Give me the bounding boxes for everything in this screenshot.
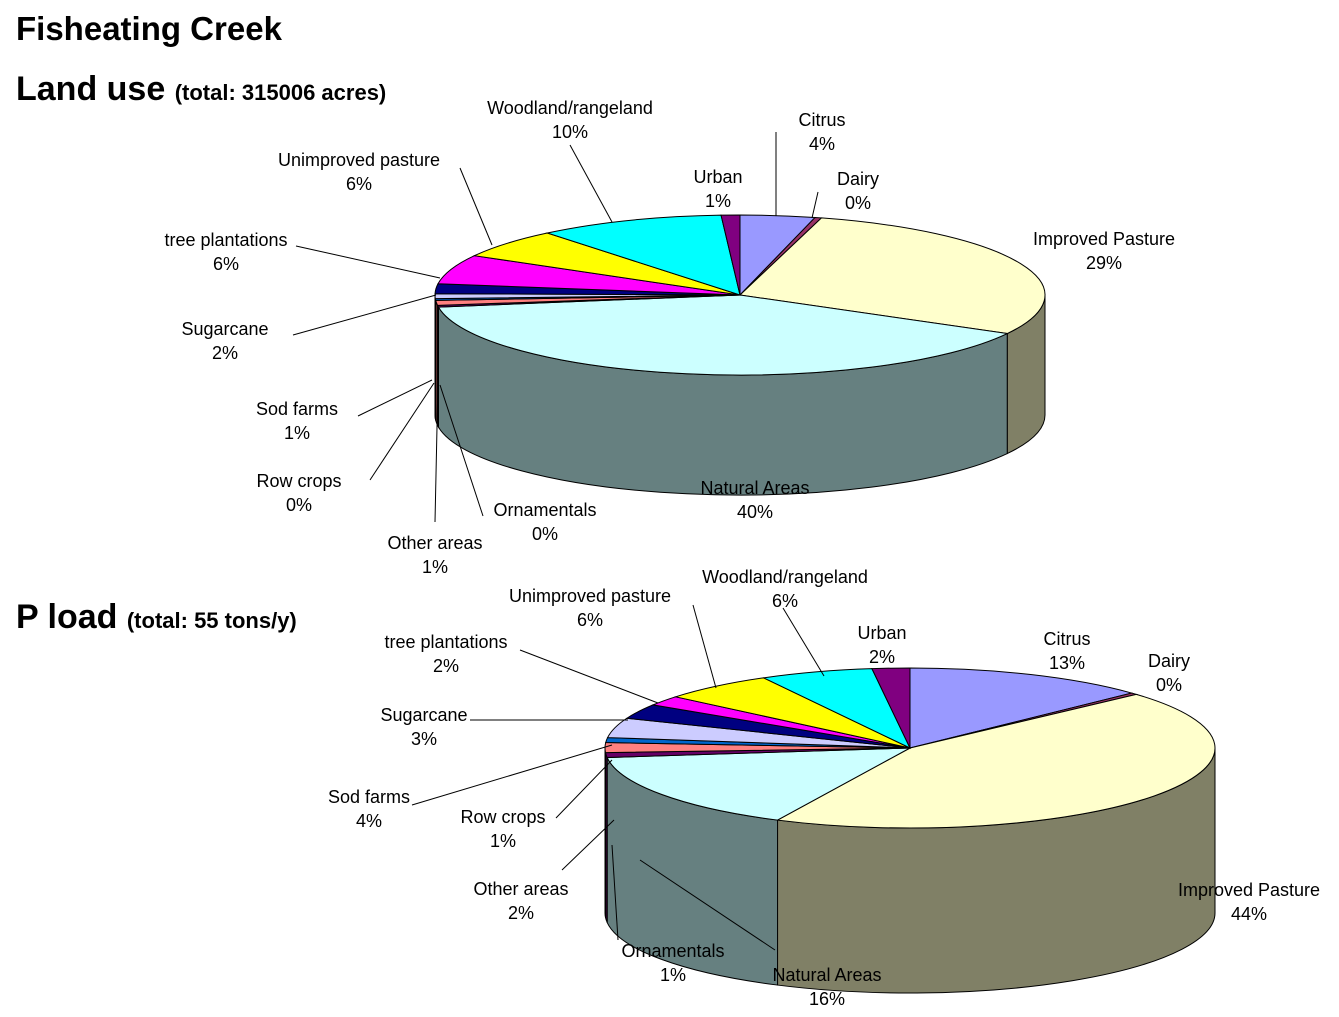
land-use-labels: Citrus 4%Dairy 0% Improved Pasture 29% Natura… xyxy=(164,98,1175,577)
land-use-pct-other-areas: 1% xyxy=(422,557,448,577)
p-load-leader-unimproved-pasture xyxy=(692,604,717,689)
land-use-pct-row-crops: 0% xyxy=(286,495,312,515)
land-use-pct-natural-areas: 40% xyxy=(737,502,773,522)
p-load-leader-other-areas xyxy=(561,819,615,871)
p-load-leader-tree-plantations xyxy=(519,649,659,704)
p-load-label-citrus: Citrus xyxy=(1043,629,1090,649)
p-load-pct-natural-areas: 16% xyxy=(809,989,845,1009)
land-use-slice-woodland-rangeland xyxy=(545,214,741,296)
land-use-leader-other-areas xyxy=(434,379,439,523)
land-use-label-sod-farms: Sod farms xyxy=(256,399,338,419)
p-load-slice-natural-areas xyxy=(606,747,911,821)
land-use-label-other-areas: Other areas xyxy=(387,533,482,553)
land-use-leader-sod-farms xyxy=(357,379,433,417)
p-load-pct-dairy: 0% xyxy=(1156,675,1182,695)
land-use-leader-dairy xyxy=(811,191,819,219)
land-use-pie-sides xyxy=(434,294,1046,496)
p-load-pie-top xyxy=(604,667,1216,829)
p-load-pct-sod-farms: 4% xyxy=(356,811,382,831)
land-use-label-urban: Urban xyxy=(693,167,742,187)
p-load-pct-woodland-rangeland: 6% xyxy=(772,591,798,611)
land-use-label-ornamentals: Ornamentals xyxy=(493,500,596,520)
p-load-pct-sugarcane: 3% xyxy=(411,729,437,749)
p-load-pct-other-areas: 2% xyxy=(508,903,534,923)
p-load-slice-citrus xyxy=(909,667,1134,749)
p-load-pct-improved-pasture: 44% xyxy=(1231,904,1267,924)
land-use-label-citrus: Citrus xyxy=(798,110,845,130)
p-load-label-row-crops: Row crops xyxy=(460,807,545,827)
p-load-label-woodland-rangeland: Woodland/rangeland xyxy=(702,567,868,587)
land-use-pct-tree-plantations: 6% xyxy=(213,254,239,274)
p-load-heading: P load (total: 55 tons/y) xyxy=(16,598,297,637)
land-use-pct-urban: 1% xyxy=(705,191,731,211)
land-use-leader-unimproved-pasture xyxy=(459,167,493,246)
land-use-pct-dairy: 0% xyxy=(845,193,871,213)
page-title: Fisheating Creek xyxy=(16,10,282,47)
p-load-label-dairy: Dairy xyxy=(1148,651,1190,671)
land-use-heading: Land use (total: 315006 acres) xyxy=(16,70,386,109)
land-use-label-woodland-rangeland: Woodland/rangeland xyxy=(487,98,653,118)
p-load-slice-urban xyxy=(871,667,911,749)
p-load-label-sugarcane: Sugarcane xyxy=(380,705,467,725)
p-load-label-urban: Urban xyxy=(857,623,906,643)
land-use-slice-improved-pasture xyxy=(738,217,1046,335)
p-load-pct-citrus: 13% xyxy=(1049,653,1085,673)
p-load-leader-natural-areas xyxy=(639,859,776,951)
p-load-slice-improved-pasture xyxy=(775,693,1216,829)
land-use-pct-woodland-rangeland: 10% xyxy=(552,122,588,142)
land-use-leader-woodland-rangeland xyxy=(569,144,613,223)
land-use-pct-unimproved-pasture: 6% xyxy=(346,174,372,194)
land-use-label-sugarcane: Sugarcane xyxy=(181,319,268,339)
land-use-pie-top xyxy=(434,214,1046,376)
p-load-leader-woodland-rangeland xyxy=(782,607,825,677)
land-use-slice-natural-areas xyxy=(437,294,1009,376)
land-use-pie: Citrus 4%Dairy 0% Improved Pasture 29% Natura… xyxy=(164,98,1175,577)
p-load-label-ornamentals: Ornamentals xyxy=(621,941,724,961)
land-use-label-row-crops: Row crops xyxy=(256,471,341,491)
p-load-label-tree-plantations: tree plantations xyxy=(384,632,507,652)
p-load-label-improved-pasture: Improved Pasture xyxy=(1178,880,1320,900)
p-load-total: (total: 55 tons/y) xyxy=(126,608,297,633)
p-load-label-other-areas: Other areas xyxy=(473,879,568,899)
land-use-leader-ornamentals xyxy=(439,384,484,517)
p-load-leader-sod-farms xyxy=(411,744,613,806)
land-use-leader-row-crops xyxy=(369,382,435,481)
p-load-label-natural-areas: Natural Areas xyxy=(772,965,881,985)
land-use-label-improved-pasture: Improved Pasture xyxy=(1033,229,1175,249)
land-use-label-unimproved-pasture: Unimproved pasture xyxy=(278,150,440,170)
land-use-pct-ornamentals: 0% xyxy=(532,524,558,544)
p-load-leader-ornamentals xyxy=(611,844,619,941)
p-load-label-sod-farms: Sod farms xyxy=(328,787,410,807)
land-use-title: Land use xyxy=(16,70,166,108)
p-load-labels: Citrus 13% Dairy 0% Improved Pasture 44% Natur… xyxy=(328,567,1320,1009)
land-use-label-dairy: Dairy xyxy=(837,169,879,189)
p-load-pct-unimproved-pasture: 6% xyxy=(577,610,603,630)
land-use-pct-sod-farms: 1% xyxy=(284,423,310,443)
land-use-total: (total: 315006 acres) xyxy=(174,80,387,105)
land-use-pct-sugarcane: 2% xyxy=(212,343,238,363)
p-load-pie: Citrus 13% Dairy 0% Improved Pasture 44% Natur… xyxy=(328,567,1320,1009)
land-use-pct-citrus: 4% xyxy=(809,134,835,154)
p-load-label-unimproved-pasture: Unimproved pasture xyxy=(509,586,671,606)
land-use-pct-improved-pasture: 29% xyxy=(1086,253,1122,273)
p-load-pct-tree-plantations: 2% xyxy=(433,656,459,676)
p-load-leader-row-crops xyxy=(555,759,613,819)
land-use-leader-sugarcane xyxy=(292,294,437,336)
land-use-label-natural-areas: Natural Areas xyxy=(700,478,809,498)
p-load-pct-urban: 2% xyxy=(869,647,895,667)
p-load-pct-ornamentals: 1% xyxy=(660,965,686,985)
p-load-pct-row-crops: 1% xyxy=(490,831,516,851)
land-use-leader-tree-plantations xyxy=(295,245,441,279)
land-use-slice-urban xyxy=(720,214,741,296)
p-load-title: P load xyxy=(16,598,118,636)
land-use-label-tree-plantations: tree plantations xyxy=(164,230,287,250)
